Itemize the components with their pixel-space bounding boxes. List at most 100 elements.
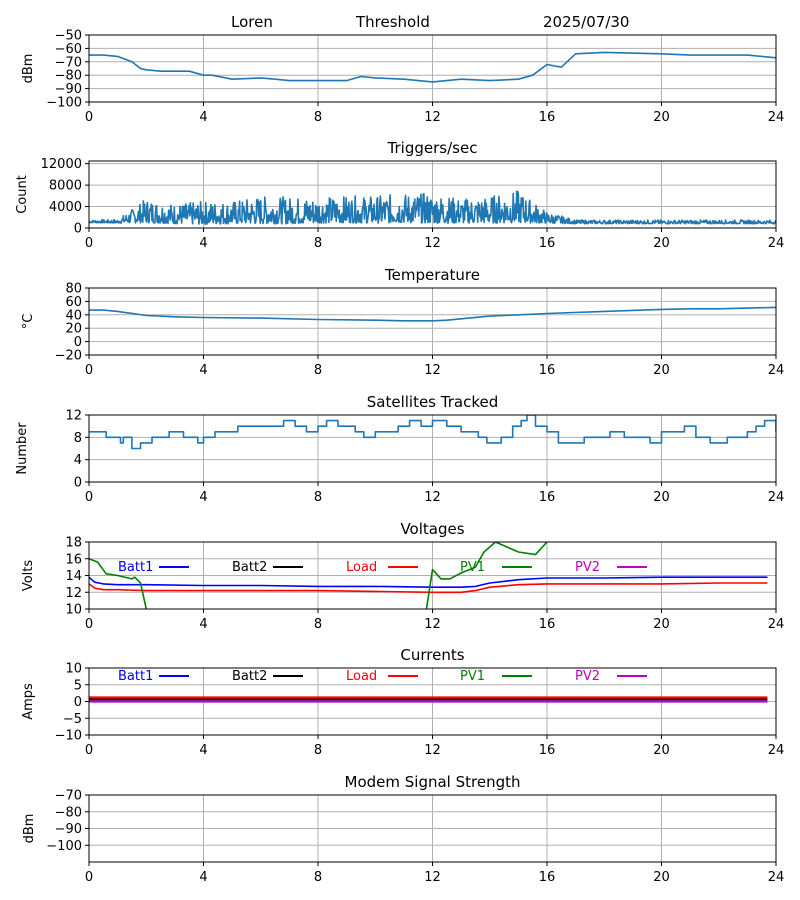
y-tick-label: 0 xyxy=(74,695,82,710)
y-tick-label: 10 xyxy=(65,662,82,677)
y-tick-label: 60 xyxy=(65,295,82,310)
x-tick-label: 8 xyxy=(314,490,322,505)
panel-1: 0 4 8 12 16 20 24 −100−90−80−70−60−50 dBm xyxy=(21,29,784,126)
legend-label-pv1: PV1 xyxy=(460,669,485,684)
y-axis-label: dBm xyxy=(22,814,37,844)
y-tick-label: −80 xyxy=(55,805,82,820)
x-tick-label: 12 xyxy=(424,743,441,758)
panel-title: Modem Signal Strength xyxy=(345,773,521,791)
legend-label-load: Load xyxy=(346,560,377,575)
y-axis-label: °C xyxy=(21,314,36,330)
y-tick-label: −70 xyxy=(55,789,82,804)
legend-label-load: Load xyxy=(346,669,377,684)
x-tick-label: 16 xyxy=(539,363,556,378)
x-tick-label: 24 xyxy=(768,743,785,758)
x-tick-label: 8 xyxy=(314,743,322,758)
y-tick-label: 8000 xyxy=(49,179,82,194)
y-axis-label: Number xyxy=(15,422,30,475)
y-tick-label: −60 xyxy=(55,42,82,57)
panel-2: 0 4 8 12 16 20 24 0 4000 8000 12000 Count Triggers/s… xyxy=(15,139,784,251)
y-tick-label: −5 xyxy=(63,712,82,727)
series-line-pv1 xyxy=(89,542,548,609)
legend-label-pv1: PV1 xyxy=(460,560,485,575)
y-tick-label: 8 xyxy=(74,431,82,446)
legend-label-batt1: Batt1 xyxy=(118,669,153,684)
panel-6: Batt1 Batt2 Load PV1 PV2 0 4 8 12 16 20 24 −10 −5 0 510… xyxy=(21,646,784,758)
x-tick-label: 20 xyxy=(653,870,670,885)
y-tick-label: −100 xyxy=(46,839,82,854)
x-tick-label: 4 xyxy=(199,617,207,632)
y-tick-label: 4000 xyxy=(49,200,82,215)
y-tick-label: 14 xyxy=(65,569,82,584)
report-date: 2025/07/30 xyxy=(543,13,629,31)
x-tick-label: 12 xyxy=(424,236,441,251)
x-tick-label: 0 xyxy=(85,617,93,632)
y-axis-label: Count xyxy=(15,175,30,214)
x-tick-label: 4 xyxy=(199,236,207,251)
y-tick-label: 80 xyxy=(65,282,82,297)
panel-7: 0 4 8 12 16 20 24 −100 −90 −80−70 dBm Modem Signal … xyxy=(22,773,784,885)
y-tick-label: 10 xyxy=(65,603,82,618)
y-tick-label: 18 xyxy=(65,536,82,551)
x-tick-label: 24 xyxy=(768,870,785,885)
y-tick-label: 0 xyxy=(74,222,82,237)
x-tick-label: 4 xyxy=(199,363,207,378)
series-line xyxy=(89,306,776,322)
y-tick-label: −80 xyxy=(55,69,82,84)
y-tick-label: 12 xyxy=(65,409,82,424)
panel-title: Currents xyxy=(400,646,464,664)
x-tick-label: 20 xyxy=(653,110,670,125)
x-tick-label: 8 xyxy=(314,617,322,632)
x-tick-label: 20 xyxy=(653,490,670,505)
y-tick-label: −10 xyxy=(55,729,82,744)
x-tick-label: 0 xyxy=(85,490,93,505)
x-tick-label: 16 xyxy=(539,490,556,505)
x-tick-label: 24 xyxy=(768,490,785,505)
panel-4: 0 4 8 12 16 20 24 0 4 8 12 Number Satellites Tracked xyxy=(15,393,784,505)
series-line xyxy=(89,51,776,83)
x-tick-label: 12 xyxy=(424,490,441,505)
x-tick-label: 16 xyxy=(539,617,556,632)
x-tick-label: 24 xyxy=(768,363,785,378)
x-tick-label: 20 xyxy=(653,617,670,632)
x-tick-label: 16 xyxy=(539,236,556,251)
x-tick-label: 24 xyxy=(768,110,785,125)
x-tick-label: 0 xyxy=(85,236,93,251)
y-tick-label: −90 xyxy=(55,82,82,97)
x-tick-label: 12 xyxy=(424,363,441,378)
x-tick-label: 8 xyxy=(314,363,322,378)
x-tick-label: 0 xyxy=(85,110,93,125)
x-tick-label: 12 xyxy=(424,870,441,885)
legend-label-pv2: PV2 xyxy=(575,669,600,684)
y-tick-label: 40 xyxy=(65,308,82,323)
x-tick-label: 0 xyxy=(85,870,93,885)
x-tick-label: 0 xyxy=(85,743,93,758)
panel-title: Voltages xyxy=(400,520,464,538)
x-tick-label: 8 xyxy=(314,110,322,125)
series-line-load xyxy=(89,582,768,594)
y-axis-label: Amps xyxy=(21,683,36,720)
y-axis-label: dBm xyxy=(21,54,36,84)
y-tick-label: 20 xyxy=(65,322,82,337)
y-tick-label: 0 xyxy=(74,476,82,491)
x-tick-label: 4 xyxy=(199,743,207,758)
panel-title: Satellites Tracked xyxy=(367,393,498,411)
trigger-mode: Threshold xyxy=(355,13,430,31)
x-tick-label: 24 xyxy=(768,236,785,251)
station-name: Loren xyxy=(231,13,273,31)
x-tick-label: 12 xyxy=(424,110,441,125)
legend-label-batt2: Batt2 xyxy=(232,560,267,575)
y-tick-label: −90 xyxy=(55,822,82,837)
x-tick-label: 4 xyxy=(199,490,207,505)
x-tick-label: 16 xyxy=(539,743,556,758)
x-tick-label: 8 xyxy=(314,870,322,885)
y-tick-label: −100 xyxy=(46,96,82,111)
panel-title: Triggers/sec xyxy=(387,139,478,157)
y-tick-label: −50 xyxy=(55,29,82,44)
x-tick-label: 20 xyxy=(653,236,670,251)
y-axis-label: Volts xyxy=(21,560,36,592)
x-tick-label: 0 xyxy=(85,363,93,378)
